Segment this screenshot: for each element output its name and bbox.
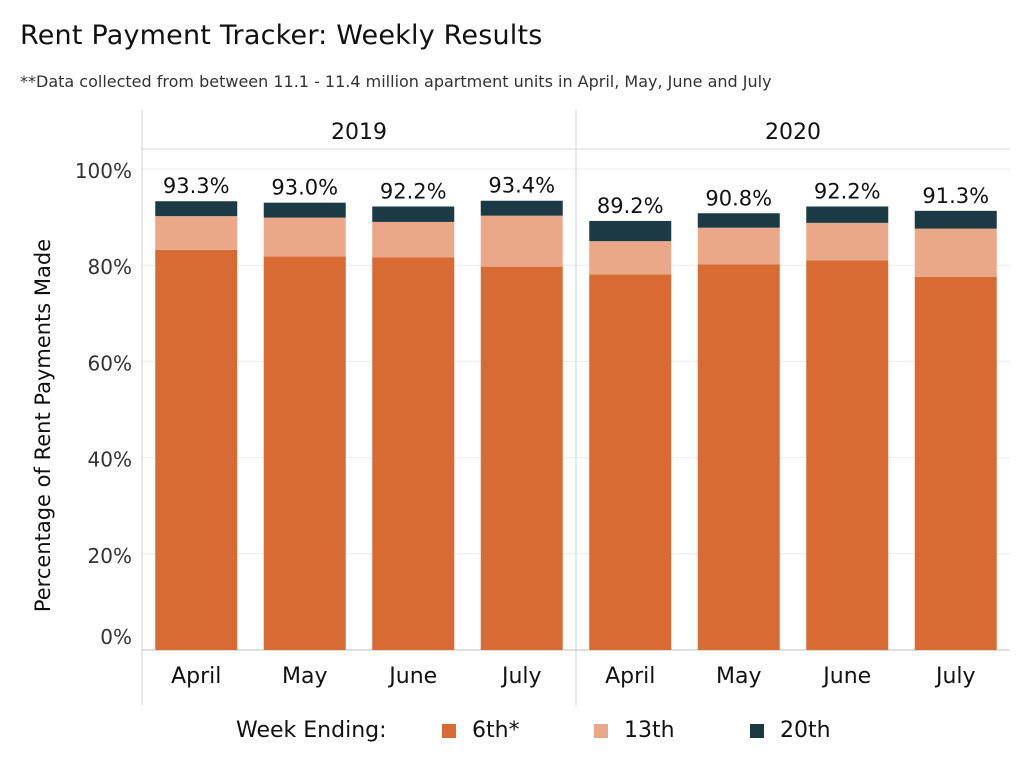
x-tick-label: April [605,664,655,689]
total-label: 93.4% [488,174,555,198]
bar-2020-may-20th [697,213,780,228]
x-tick-label: July [934,664,976,689]
legend-title: Week Ending: [236,718,387,743]
bar-2019-april-13th [155,216,238,250]
legend-swatch-13th [594,724,608,738]
bar-2019-june-20th [372,206,455,222]
bar-2020-june-20th [806,206,889,223]
bar-2019-june-13th [372,221,455,258]
total-label: 93.0% [271,176,338,200]
x-tick-label: July [500,664,542,689]
x-tick-label: April [171,664,221,689]
bar-2019-april-6th [155,249,238,651]
bar-2019-july-6th [480,266,563,650]
panel-header-2019: 2019 [331,120,387,145]
bar-2020-july-13th [914,228,997,277]
y-tick-label: 80% [88,255,132,279]
legend-label-13th: 13th [624,718,675,743]
total-label: 92.2% [814,180,881,204]
bar-2019-july-13th [480,215,563,267]
bar-2019-may-13th [263,217,346,257]
chart-subtitle: **Data collected from between 11.1 - 11.… [20,72,772,91]
bar-2020-may-13th [697,227,780,265]
x-tick-label: May [716,664,761,689]
legend-label-6th: 6th* [472,718,520,743]
y-tick-label: 0% [100,625,132,649]
bar-2019-june-6th [372,257,455,650]
bar-2020-may-6th [697,264,780,650]
bar-2020-july-20th [914,210,997,229]
legend-swatch-6th [442,724,456,738]
y-tick-label: 60% [88,351,132,375]
y-tick-label: 40% [88,448,132,472]
x-tick-label: May [282,664,327,689]
bar-2019-may-6th [263,256,346,650]
bar-2020-april-20th [589,220,672,242]
total-label: 92.2% [380,180,447,204]
bar-2020-july-6th [914,276,997,650]
x-tick-label: June [387,664,437,689]
y-tick-label: 20% [88,544,132,568]
bar-2020-june-6th [806,260,889,650]
panel-header-2020: 2020 [765,120,821,145]
bar-2020-april-13th [589,241,672,275]
bar-2020-june-13th [806,222,889,261]
total-label: 91.3% [922,184,989,208]
total-label: 89.2% [597,194,664,218]
bar-2019-april-20th [155,201,238,217]
x-tick-label: June [821,664,871,689]
bar-2019-july-20th [480,200,563,216]
chart-title: Rent Payment Tracker: Weekly Results [20,20,543,51]
y-tick-label: 100% [75,159,132,183]
legend-swatch-20th [750,724,764,738]
legend-label-20th: 20th [780,718,831,743]
total-label: 93.3% [163,174,230,198]
y-axis-label: Percentage of Rent Payments Made [31,239,55,612]
total-label: 90.8% [705,186,772,210]
bar-2020-april-6th [589,274,672,650]
legend: Week Ending: 6th* 13th 20th [0,712,1024,752]
bar-2019-may-20th [263,202,346,218]
